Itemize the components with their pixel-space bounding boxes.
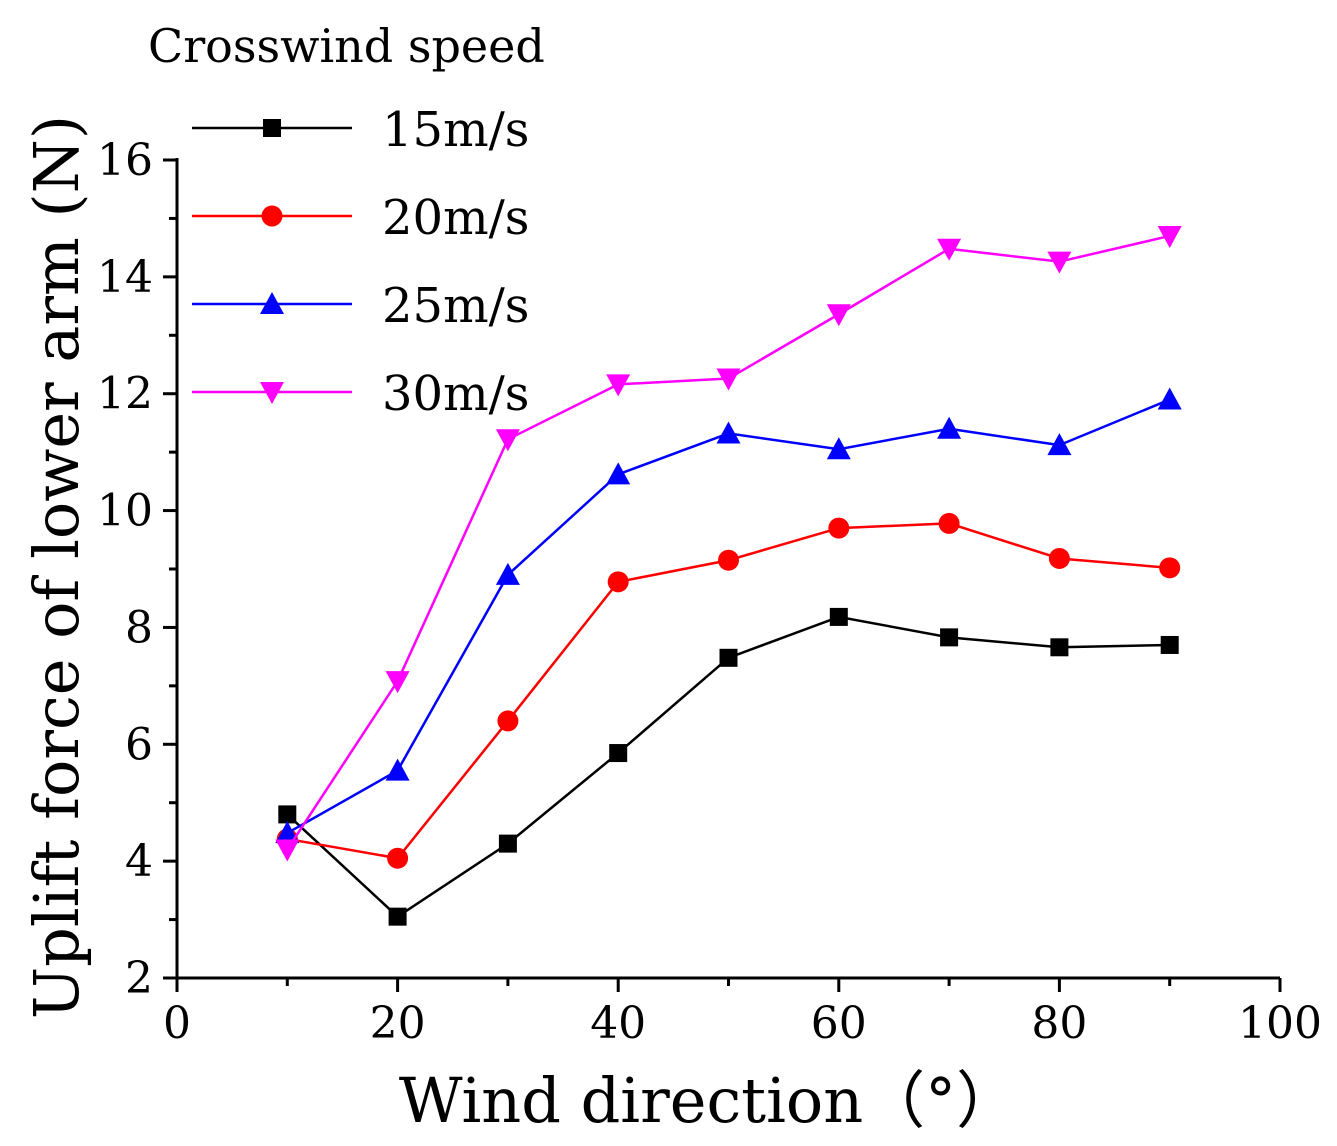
legend-label: 30m/s — [382, 366, 529, 422]
y-tick-label: 12 — [97, 369, 153, 420]
series-25m/s — [275, 387, 1182, 844]
data-point — [719, 648, 738, 667]
legend-marker — [260, 382, 284, 404]
data-point — [1160, 635, 1179, 654]
x-tick-label: 100 — [1238, 998, 1322, 1049]
legend-marker — [261, 205, 283, 227]
series-layer — [275, 225, 1182, 926]
y-tick-label: 8 — [125, 602, 153, 653]
y-tick-label: 4 — [125, 836, 153, 887]
legend-label: 25m/s — [382, 278, 529, 334]
y-tick-label: 10 — [97, 486, 153, 537]
data-point — [718, 549, 739, 571]
data-point — [1157, 225, 1182, 248]
data-point — [495, 562, 520, 585]
series-20m/s — [276, 512, 1181, 869]
legend-item: 30m/s — [192, 366, 529, 422]
data-point — [495, 429, 520, 452]
data-point — [826, 437, 851, 460]
y-tick-label: 2 — [125, 953, 153, 1004]
data-point — [497, 710, 519, 732]
data-point — [940, 628, 959, 647]
legend-label: 15m/s — [382, 102, 529, 158]
data-point — [278, 805, 297, 824]
series-line — [286, 398, 1171, 835]
data-point — [385, 671, 410, 694]
data-point — [716, 421, 741, 444]
legend-label: 20m/s — [382, 190, 529, 246]
y-axis-label: Uplift force of lower arm (N) — [20, 115, 93, 1019]
axes: 0 20 40 60 80 100 2 4 6 8 10 12 14 16 — [97, 135, 1322, 1049]
data-point — [607, 571, 629, 593]
y-tick-label: 6 — [125, 719, 153, 770]
y-tick-label: 16 — [97, 135, 153, 186]
data-point — [716, 368, 741, 391]
legend: Crosswind speed 15m/s 20m/s 25m/s 30m/s — [148, 19, 545, 422]
data-point — [275, 821, 300, 844]
data-point — [1159, 557, 1181, 579]
legend-item: 15m/s — [192, 102, 529, 158]
data-point — [385, 758, 410, 781]
x-tick-label: 60 — [811, 998, 867, 1049]
x-axis-label: Wind direction（°） — [399, 1064, 1018, 1137]
data-point — [609, 744, 628, 763]
data-point — [1048, 547, 1070, 569]
y-tick-label: 14 — [97, 252, 153, 303]
data-point — [1050, 638, 1069, 657]
series-15m/s — [278, 607, 1179, 926]
legend-marker — [263, 119, 281, 137]
data-point — [1157, 387, 1182, 410]
x-tick-label: 0 — [163, 998, 191, 1049]
legend-marker — [260, 292, 284, 314]
data-point — [1047, 433, 1072, 456]
data-point — [937, 416, 962, 439]
data-point — [606, 462, 631, 485]
data-point — [388, 907, 407, 926]
data-point — [606, 374, 631, 397]
data-point — [498, 834, 517, 853]
series-30m/s — [275, 225, 1182, 862]
legend-item: 25m/s — [192, 278, 529, 334]
data-point — [1047, 251, 1072, 274]
data-point — [938, 512, 960, 534]
data-point — [829, 607, 848, 626]
data-point — [937, 238, 962, 261]
x-tick-label: 20 — [370, 998, 426, 1049]
series-line — [287, 522, 1170, 860]
data-point — [275, 839, 300, 862]
data-point — [828, 517, 850, 539]
legend-title: Crosswind speed — [148, 19, 545, 73]
legend-item: 20m/s — [192, 190, 529, 246]
x-tick-label: 80 — [1031, 998, 1087, 1049]
data-point — [387, 847, 409, 869]
data-point — [826, 304, 851, 327]
x-tick-label: 40 — [590, 998, 646, 1049]
